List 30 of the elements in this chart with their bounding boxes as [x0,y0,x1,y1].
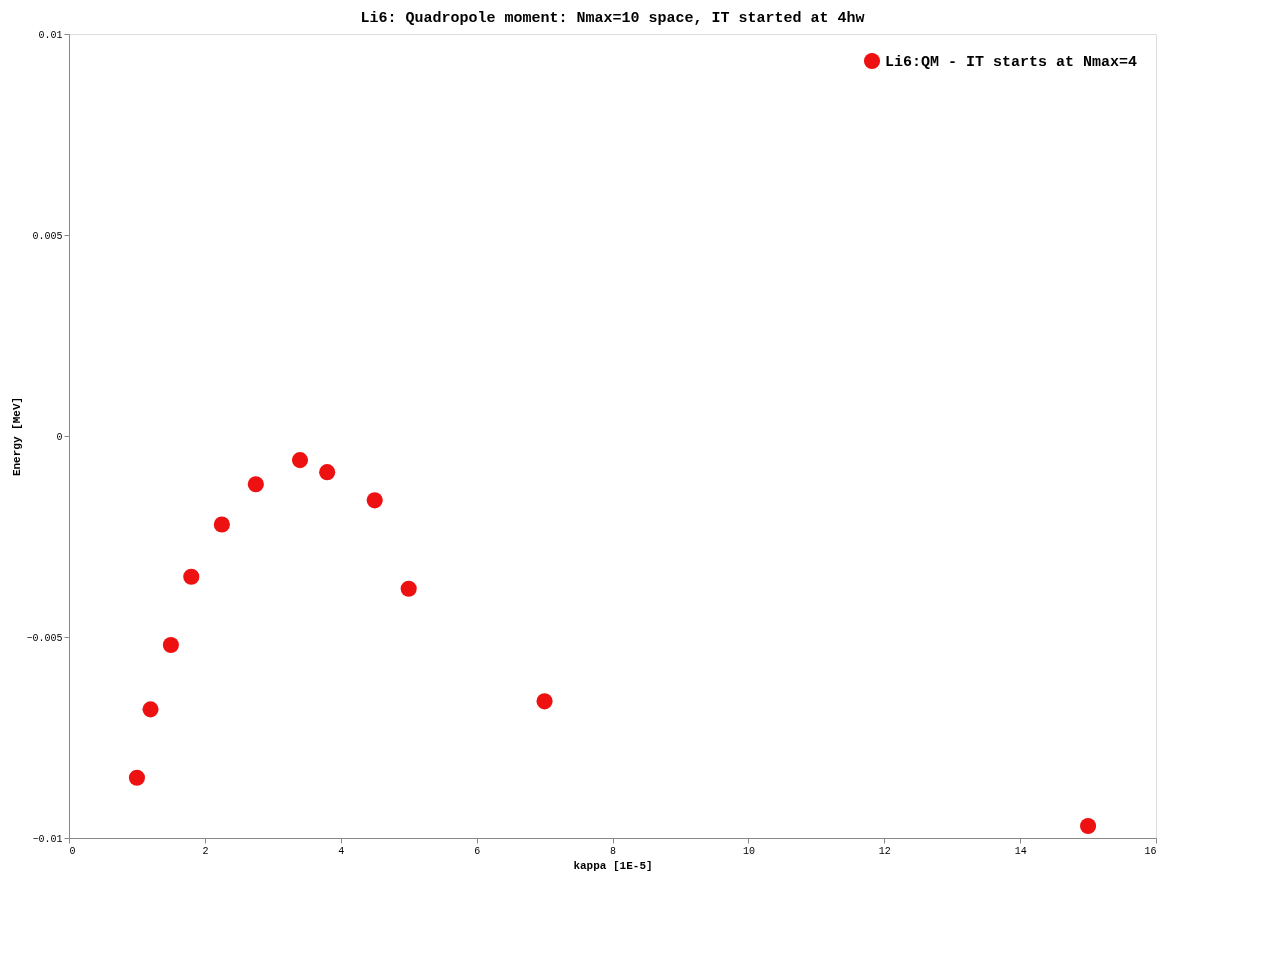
y-tick-label: −0.005 [26,632,63,644]
y-tick-label: −0.01 [32,833,63,845]
point [162,636,179,654]
x-tick-label: 12 [878,845,891,857]
y-tick-label: 0.01 [38,29,63,41]
legend-label: Li6:QM - IT starts at Nmax=4 [885,54,1138,71]
point [319,464,336,481]
point [536,693,553,710]
x-tick-label: 6 [474,845,481,857]
x-tick-label: 8 [609,845,617,857]
point [183,568,200,585]
point [1080,817,1097,834]
x-tick-label: 2 [202,845,209,857]
x-tick-label: 4 [338,845,345,857]
x-axis-title: kappa [1E-5] [573,859,653,872]
x-tick-label: 16 [1144,845,1157,857]
point [291,452,309,469]
point [128,769,145,786]
point [142,701,159,718]
y-axis-title: Energy [MeV] [11,396,24,477]
x-tick-label: 0 [69,845,76,857]
point [213,516,230,533]
chart-title: Li6: Quadropole moment: Nmax=10 space, IT started at 4hw [360,10,865,27]
point [247,476,264,493]
point [400,580,417,597]
y-tick-label: 0.005 [32,230,63,242]
y-tick-label: 0 [56,431,63,443]
x-tick-label: 14 [1014,845,1027,857]
point [366,492,383,509]
x-tick-label: 10 [742,845,755,857]
